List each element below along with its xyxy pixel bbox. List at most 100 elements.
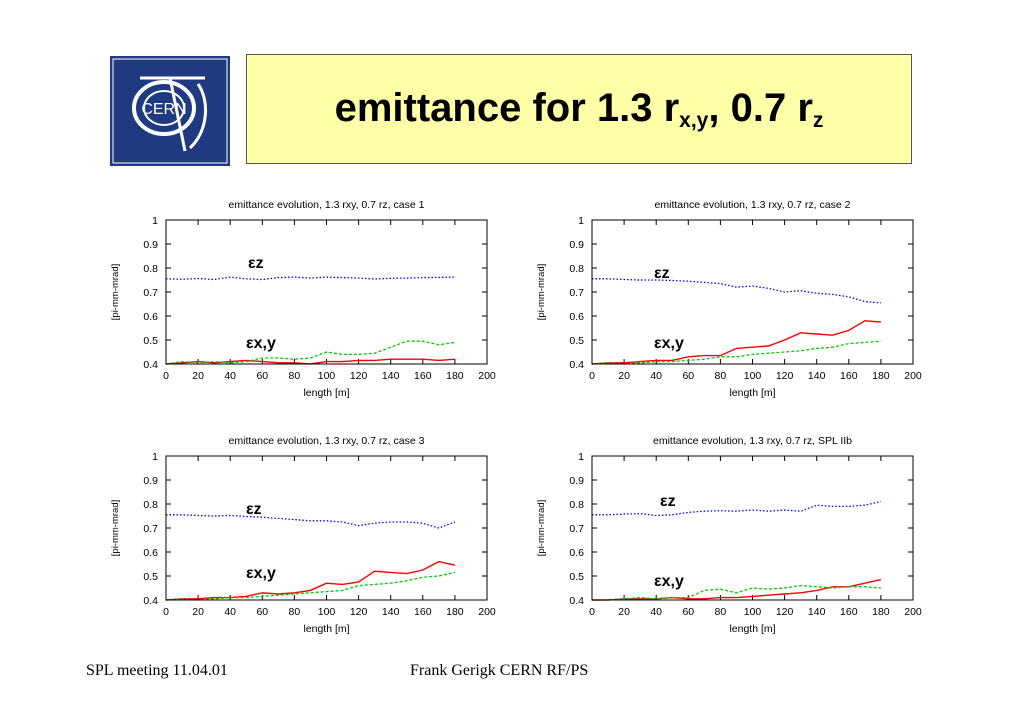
epsilon-z-label: εz [660,493,676,510]
y-tick-label: 0.7 [143,287,158,299]
y-tick-label: 0.6 [569,547,584,559]
y-tick-label: 0.7 [569,523,584,535]
x-tick-label: 160 [414,606,432,618]
x-tick-label: 120 [776,606,794,618]
title-mid: , 0.7 r [708,85,813,130]
chart-title: emittance evolution, 1.3 rxy, 0.7 rz, ca… [229,435,425,447]
x-tick-label: 140 [382,370,400,382]
epsilon-xy-label: εx,y [246,335,276,352]
x-tick-label: 80 [715,606,727,618]
x-tick-label: 160 [840,606,858,618]
plot-frame [165,455,488,601]
chart-case-2: emittance evolution, 1.3 rxy, 0.7 rz, ca… [536,199,922,399]
y-tick-label: 0.5 [143,571,158,583]
epsilon-xy-label: εx,y [246,565,276,582]
series-line-1 [591,320,881,365]
series-line-2 [592,584,881,601]
series-line-2 [591,340,881,365]
y-tick-label: 0.7 [569,287,584,299]
x-tick-label: 80 [715,370,727,382]
x-tick-label: 0 [589,370,595,382]
series-line-1 [165,560,456,601]
x-tick-label: 100 [744,370,762,382]
plot-frame [591,219,914,365]
footer-author: Frank Gerigk CERN RF/PS [410,662,589,679]
series-line-0 [592,500,882,517]
page-title: emittance for 1.3 rx,y, 0.7 rz [335,86,824,133]
x-tick-label: 140 [382,606,400,618]
title-main: emittance for 1.3 r [334,85,680,130]
series-line-2 [165,340,455,365]
cern-logo-graphic: CERN [112,58,228,164]
title-box: emittance for 1.3 rx,y, 0.7 rz [246,54,912,164]
chart-spl-iib: emittance evolution, 1.3 rxy, 0.7 rz, SP… [536,435,922,635]
y-tick-label: 0.5 [569,335,584,347]
y-tick-label: 0.6 [143,311,158,323]
plot-frame [165,219,488,365]
epsilon-z-label: εz [246,501,262,518]
x-tick-label: 100 [744,606,762,618]
y-tick-label: 0.4 [143,595,158,607]
x-tick-label: 200 [478,606,496,618]
x-tick-label: 20 [618,606,630,618]
x-tick-label: 120 [350,606,368,618]
x-tick-label: 60 [682,370,694,382]
x-tick-label: 60 [682,606,694,618]
chart-title: emittance evolution, 1.3 rxy, 0.7 rz, SP… [653,435,852,447]
y-tick-label: 0.8 [569,263,584,275]
x-tick-label: 60 [256,606,268,618]
x-tick-label: 120 [776,370,794,382]
x-axis-label: length [m] [303,387,349,399]
x-tick-label: 80 [289,370,301,382]
chart-case-1: emittance evolution, 1.3 rxy, 0.7 rz, ca… [110,199,496,399]
y-tick-label: 0.6 [569,311,584,323]
y-tick-label: 0.5 [143,335,158,347]
cern-logo: CERN [110,56,230,166]
x-tick-label: 160 [840,370,858,382]
y-tick-label: 1 [578,215,584,227]
chart-case-3: emittance evolution, 1.3 rxy, 0.7 rz, ca… [110,435,496,635]
x-tick-label: 40 [650,370,662,382]
y-axis-label: [pi-mm-mrad] [110,264,121,320]
epsilon-z-label: εz [654,265,670,282]
y-tick-label: 0.6 [143,547,158,559]
x-axis-label: length [m] [303,623,349,635]
y-tick-label: 0.4 [569,359,584,371]
x-tick-label: 200 [904,370,922,382]
y-tick-label: 1 [152,451,158,463]
plot-frame [591,455,914,601]
series-line-0 [592,278,881,304]
y-axis-label: [pi-mm-mrad] [536,500,547,556]
y-tick-label: 0.9 [569,239,584,251]
y-tick-label: 1 [152,215,158,227]
footer-meeting: SPL meeting 11.04.01 [86,662,228,679]
x-tick-label: 140 [808,370,826,382]
series-line-2 [165,571,456,601]
x-tick-label: 180 [446,370,464,382]
y-axis-label: [pi-mm-mrad] [536,264,547,320]
x-tick-label: 20 [192,370,204,382]
y-tick-label: 0.8 [143,499,158,511]
y-tick-label: 0.7 [143,523,158,535]
series-line-1 [592,578,882,601]
series-line-0 [165,276,455,281]
y-tick-label: 0.9 [143,239,158,251]
x-tick-label: 80 [289,606,301,618]
y-tick-label: 0.9 [143,475,158,487]
title-sub-xy: x,y [679,108,709,132]
y-tick-label: 0.9 [569,475,584,487]
x-tick-label: 40 [224,606,236,618]
x-tick-label: 200 [904,606,922,618]
epsilon-z-label: εz [248,255,264,272]
y-axis-label: [pi-mm-mrad] [110,500,121,556]
x-tick-label: 0 [163,370,169,382]
x-axis-label: length [m] [729,623,775,635]
x-tick-label: 160 [414,370,432,382]
y-tick-label: 0.8 [143,263,158,275]
x-tick-label: 40 [224,370,236,382]
x-tick-label: 20 [618,370,630,382]
x-tick-label: 200 [478,370,496,382]
epsilon-xy-label: εx,y [654,573,684,590]
x-tick-label: 180 [872,606,890,618]
title-sub-z: z [812,108,824,132]
